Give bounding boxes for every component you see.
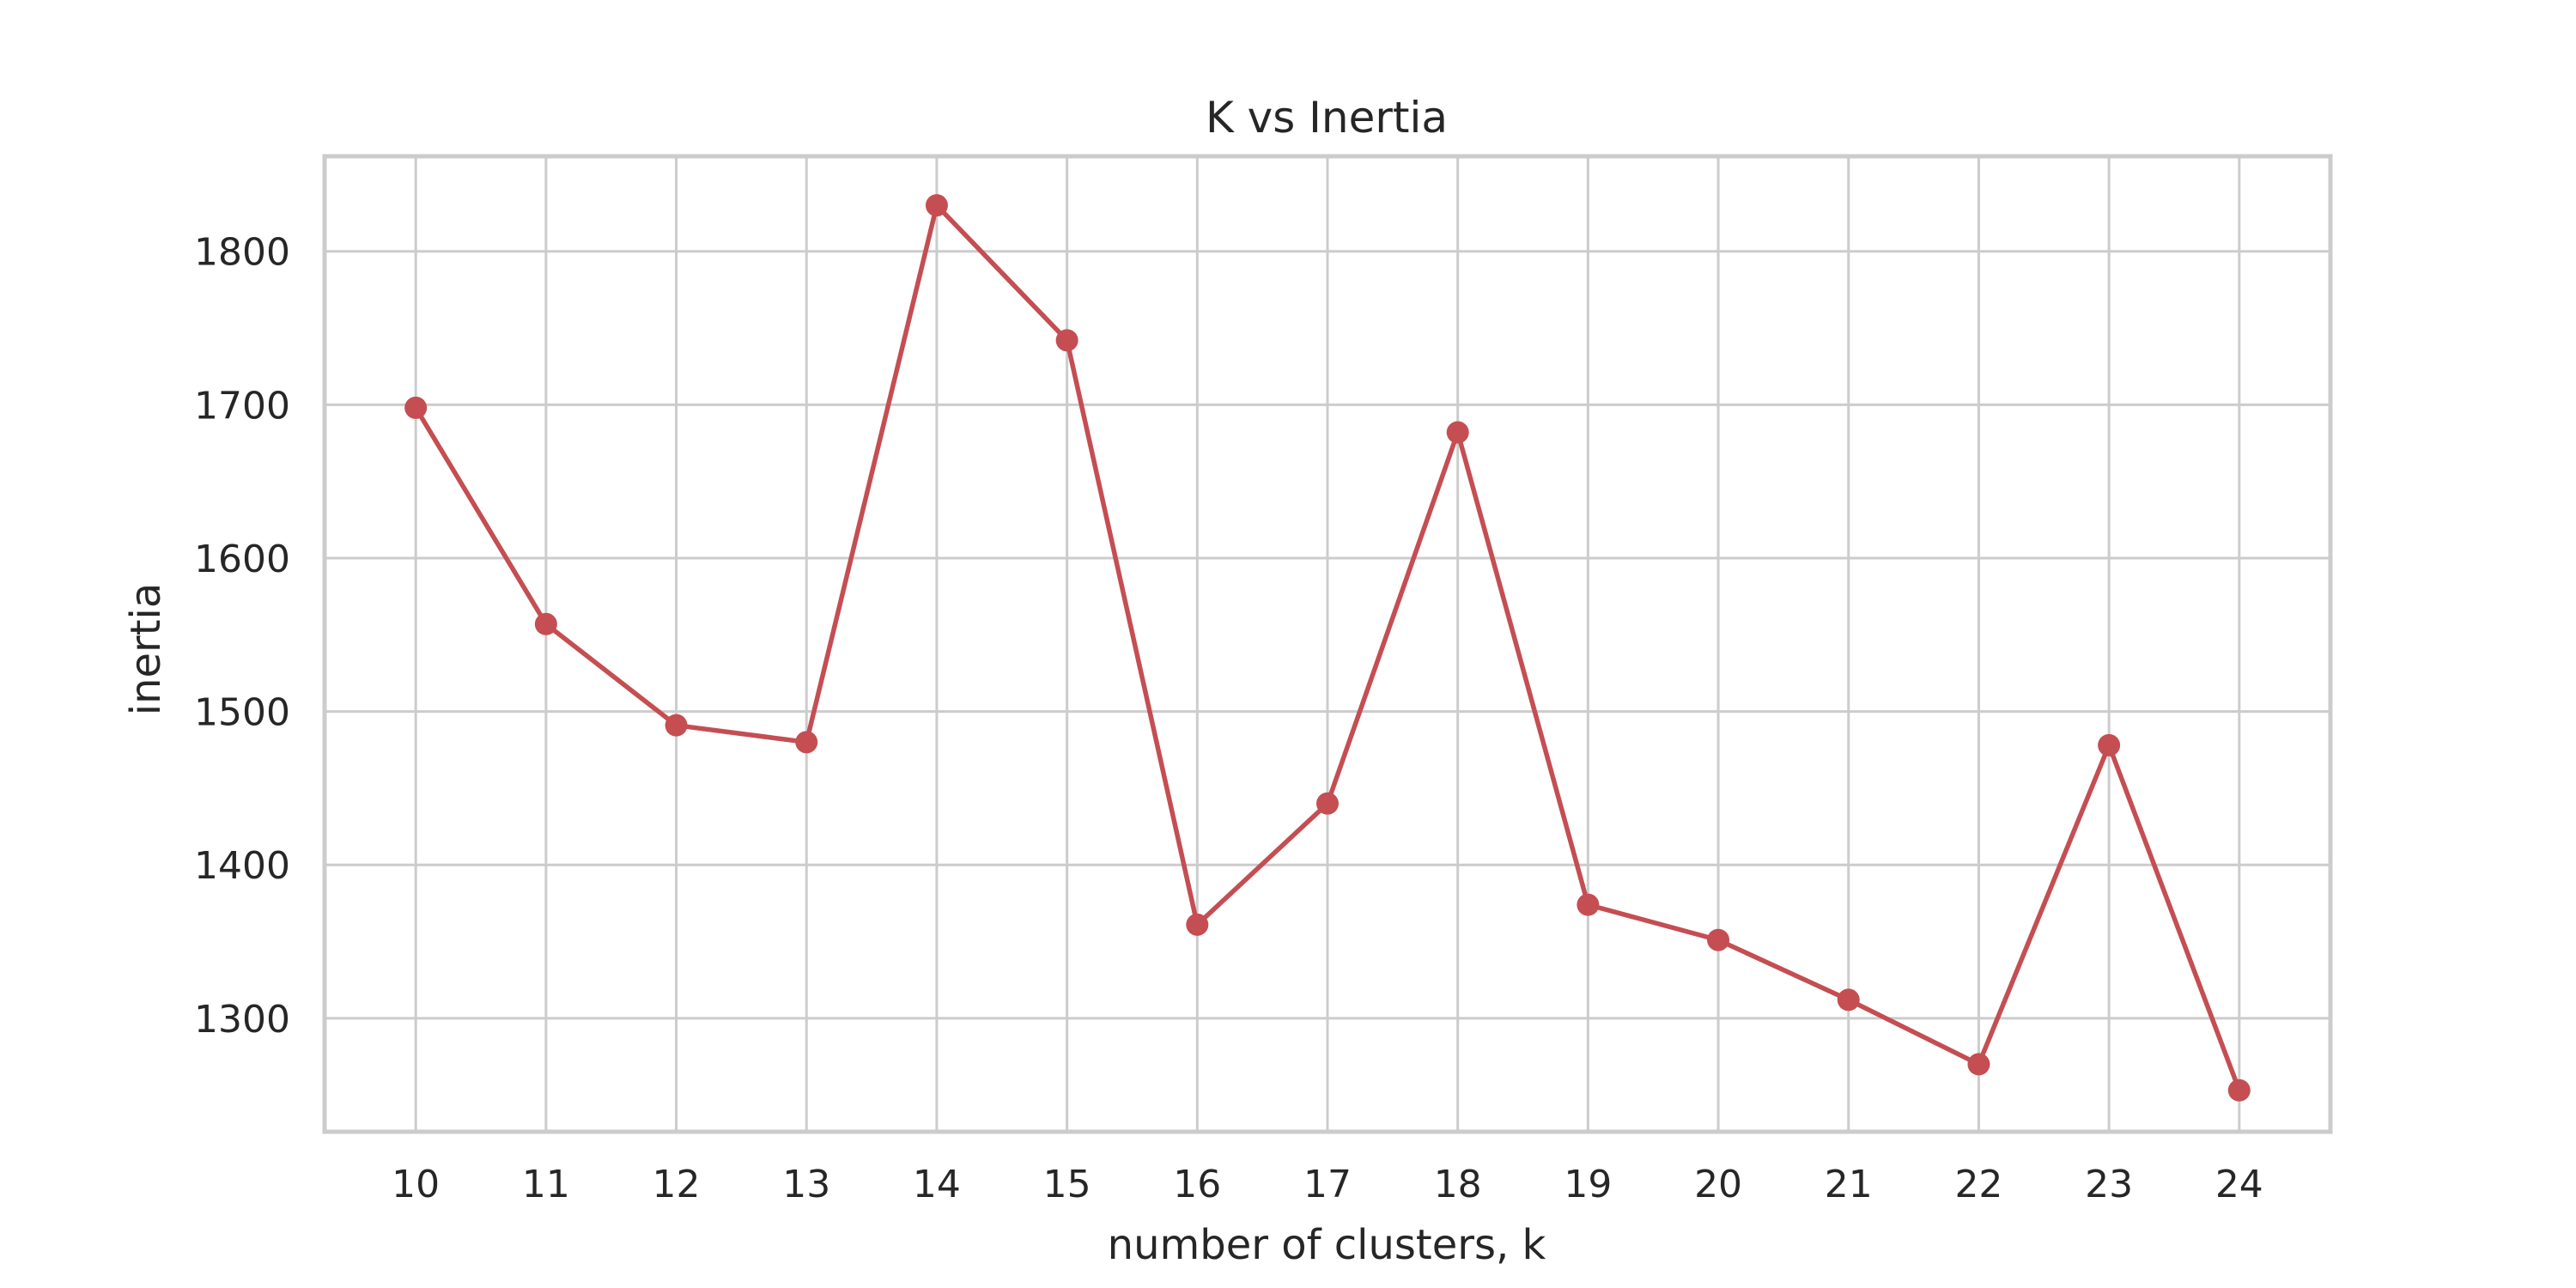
x-tick-label: 12 — [653, 1163, 701, 1206]
x-tick-label: 18 — [1434, 1163, 1482, 1206]
data-point — [925, 194, 948, 217]
grid-layer — [325, 156, 2330, 1132]
data-point — [1446, 421, 1469, 444]
x-tick-label: 19 — [1564, 1163, 1612, 1206]
y-tick-label: 1600 — [194, 538, 290, 581]
x-tick-label: 22 — [1954, 1163, 2002, 1206]
data-point — [1316, 792, 1339, 815]
y-tick-label: 1700 — [194, 384, 290, 428]
y-tick-label: 1400 — [194, 844, 290, 888]
y-tick-label: 1300 — [194, 998, 290, 1042]
x-tick-label: 24 — [2215, 1163, 2263, 1206]
x-tick-label: 15 — [1043, 1163, 1091, 1206]
data-point — [1837, 988, 1860, 1012]
x-tick-label: 16 — [1173, 1163, 1221, 1206]
y-tick-label: 1500 — [194, 691, 290, 735]
series-layer — [404, 194, 2251, 1102]
y-tick-label: 1800 — [194, 231, 290, 275]
data-point — [1186, 913, 1209, 936]
data-point — [2227, 1078, 2251, 1102]
x-tick-label: 14 — [913, 1163, 961, 1206]
data-point — [2098, 733, 2121, 756]
x-tick-label: 11 — [522, 1163, 570, 1206]
x-tick-label: 20 — [1694, 1163, 1742, 1206]
data-point — [795, 731, 818, 754]
data-point — [404, 396, 428, 419]
chart-title: K vs Inertia — [1206, 93, 1448, 143]
x-tick-label: 17 — [1303, 1163, 1352, 1206]
data-point — [534, 612, 557, 635]
data-point — [1055, 329, 1078, 352]
x-tick-label: 10 — [392, 1163, 440, 1206]
x-axis-label: number of clusters, k — [1108, 1221, 1546, 1269]
x-tick-label: 13 — [782, 1163, 830, 1206]
data-point — [1967, 1053, 1990, 1076]
plot-frame — [322, 154, 2333, 1134]
data-point — [1707, 928, 1730, 951]
data-point — [665, 714, 688, 737]
x-tick-label: 21 — [1825, 1163, 1873, 1206]
tick-layer: 10 11 12 13 14 15 16 17 18 19 20 21 22 23 24 1300 1400 15… — [194, 231, 2263, 1206]
data-point — [1577, 893, 1600, 916]
y-axis-label: inertia — [122, 583, 170, 716]
x-tick-label: 23 — [2085, 1163, 2133, 1206]
